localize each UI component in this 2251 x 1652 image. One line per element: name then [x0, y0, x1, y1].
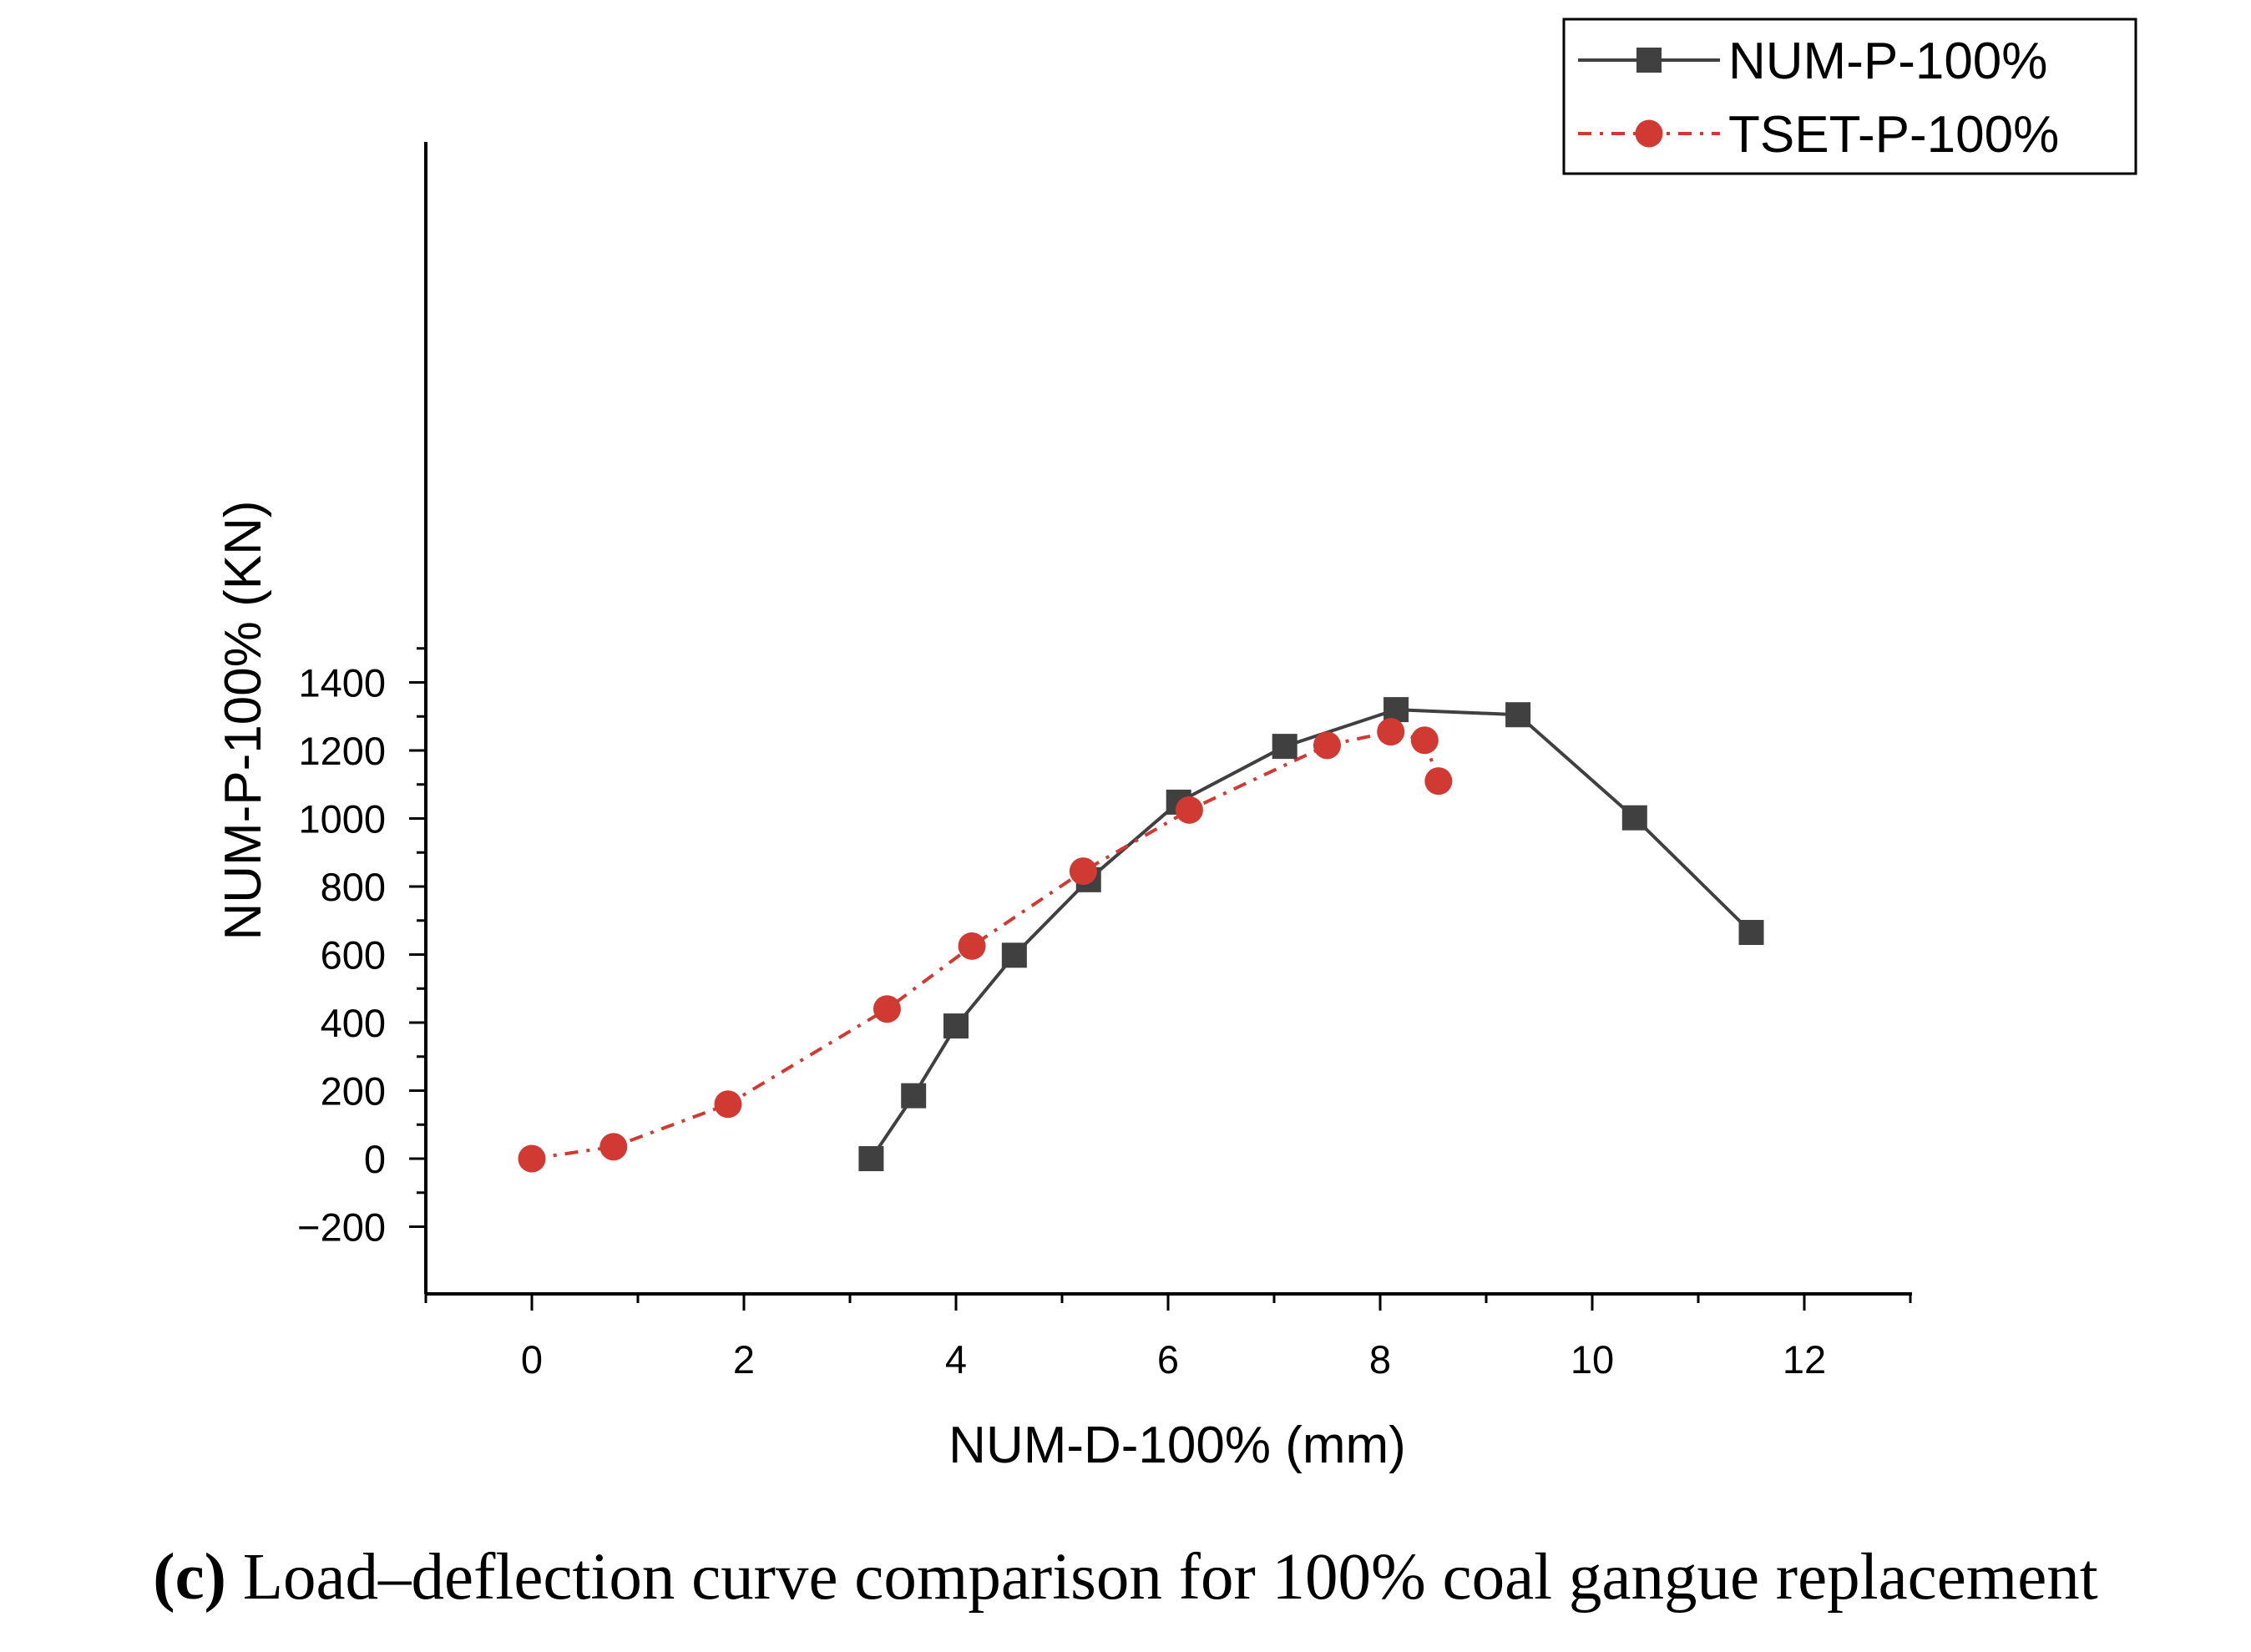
series-1-point [943, 1013, 969, 1039]
series-1-point [1383, 697, 1409, 723]
plot-markers [518, 697, 1764, 1173]
legend-marker-2 [1635, 119, 1663, 148]
x-axis-title: NUM-D-100% (mm) [948, 1417, 1406, 1474]
legend-box [1562, 18, 2137, 175]
caption-text: Load–deflection curve comparison for 100… [225, 1541, 2098, 1614]
series-2-point [873, 995, 901, 1023]
series-1-point [1505, 702, 1531, 728]
y-ticks: −200 0 200 400 600 800 1000 1200 1400 [297, 647, 426, 1250]
x-tick-label: 10 [1571, 1337, 1614, 1382]
y-tick-label: 400 [321, 1001, 386, 1045]
y-tick-label: 200 [321, 1069, 386, 1114]
series-1-point [858, 1146, 884, 1171]
series-1-point [1738, 920, 1764, 946]
series-1-point [1621, 805, 1647, 831]
x-tick-label: 4 [945, 1337, 967, 1382]
series-2-point [599, 1133, 628, 1161]
series-2-point [958, 932, 986, 960]
series-1-point [901, 1083, 927, 1109]
x-tick-label: 2 [733, 1337, 755, 1382]
legend-marker-1 [1636, 48, 1662, 73]
series-1-line [869, 708, 1753, 1160]
series-2-point [1313, 731, 1341, 760]
series-2-point [714, 1090, 742, 1119]
legend: NUM-P-100% TSET-P-100% [1562, 18, 2137, 175]
x-ticks: 0 2 4 6 8 10 12 [424, 1294, 1912, 1382]
x-tick-label: 12 [1783, 1337, 1826, 1382]
series-2-point [1424, 767, 1453, 796]
series-2-point [1175, 796, 1203, 824]
series-2-point [1069, 857, 1097, 886]
y-tick-label: 0 [364, 1137, 386, 1181]
caption-label: (c) [153, 1541, 226, 1614]
y-axis-title: NUM-P-100% (KN) [215, 500, 272, 940]
x-tick-label: 8 [1369, 1337, 1391, 1382]
series-1-point [1272, 734, 1297, 760]
x-tick-label: 6 [1157, 1337, 1179, 1382]
series-2-point [1410, 726, 1439, 755]
y-tick-label: −200 [297, 1205, 386, 1250]
plot-lines [531, 708, 1753, 1160]
y-tick-label: 1400 [298, 661, 386, 705]
series-2-point [1377, 718, 1405, 746]
figure-caption: (c) Load–deflection curve comparison for… [0, 1540, 2251, 1615]
y-tick-label: 1000 [298, 797, 386, 841]
y-tick-label: 1200 [298, 729, 386, 773]
y-tick-label: 800 [321, 865, 386, 909]
x-tick-label: 0 [521, 1337, 543, 1382]
legend-label-1: NUM-P-100% [1728, 33, 2047, 90]
y-tick-label: 600 [321, 933, 386, 978]
legend-label-2: TSET-P-100% [1728, 106, 2059, 164]
series-2-point [518, 1144, 546, 1173]
series-1-point [1001, 942, 1027, 968]
